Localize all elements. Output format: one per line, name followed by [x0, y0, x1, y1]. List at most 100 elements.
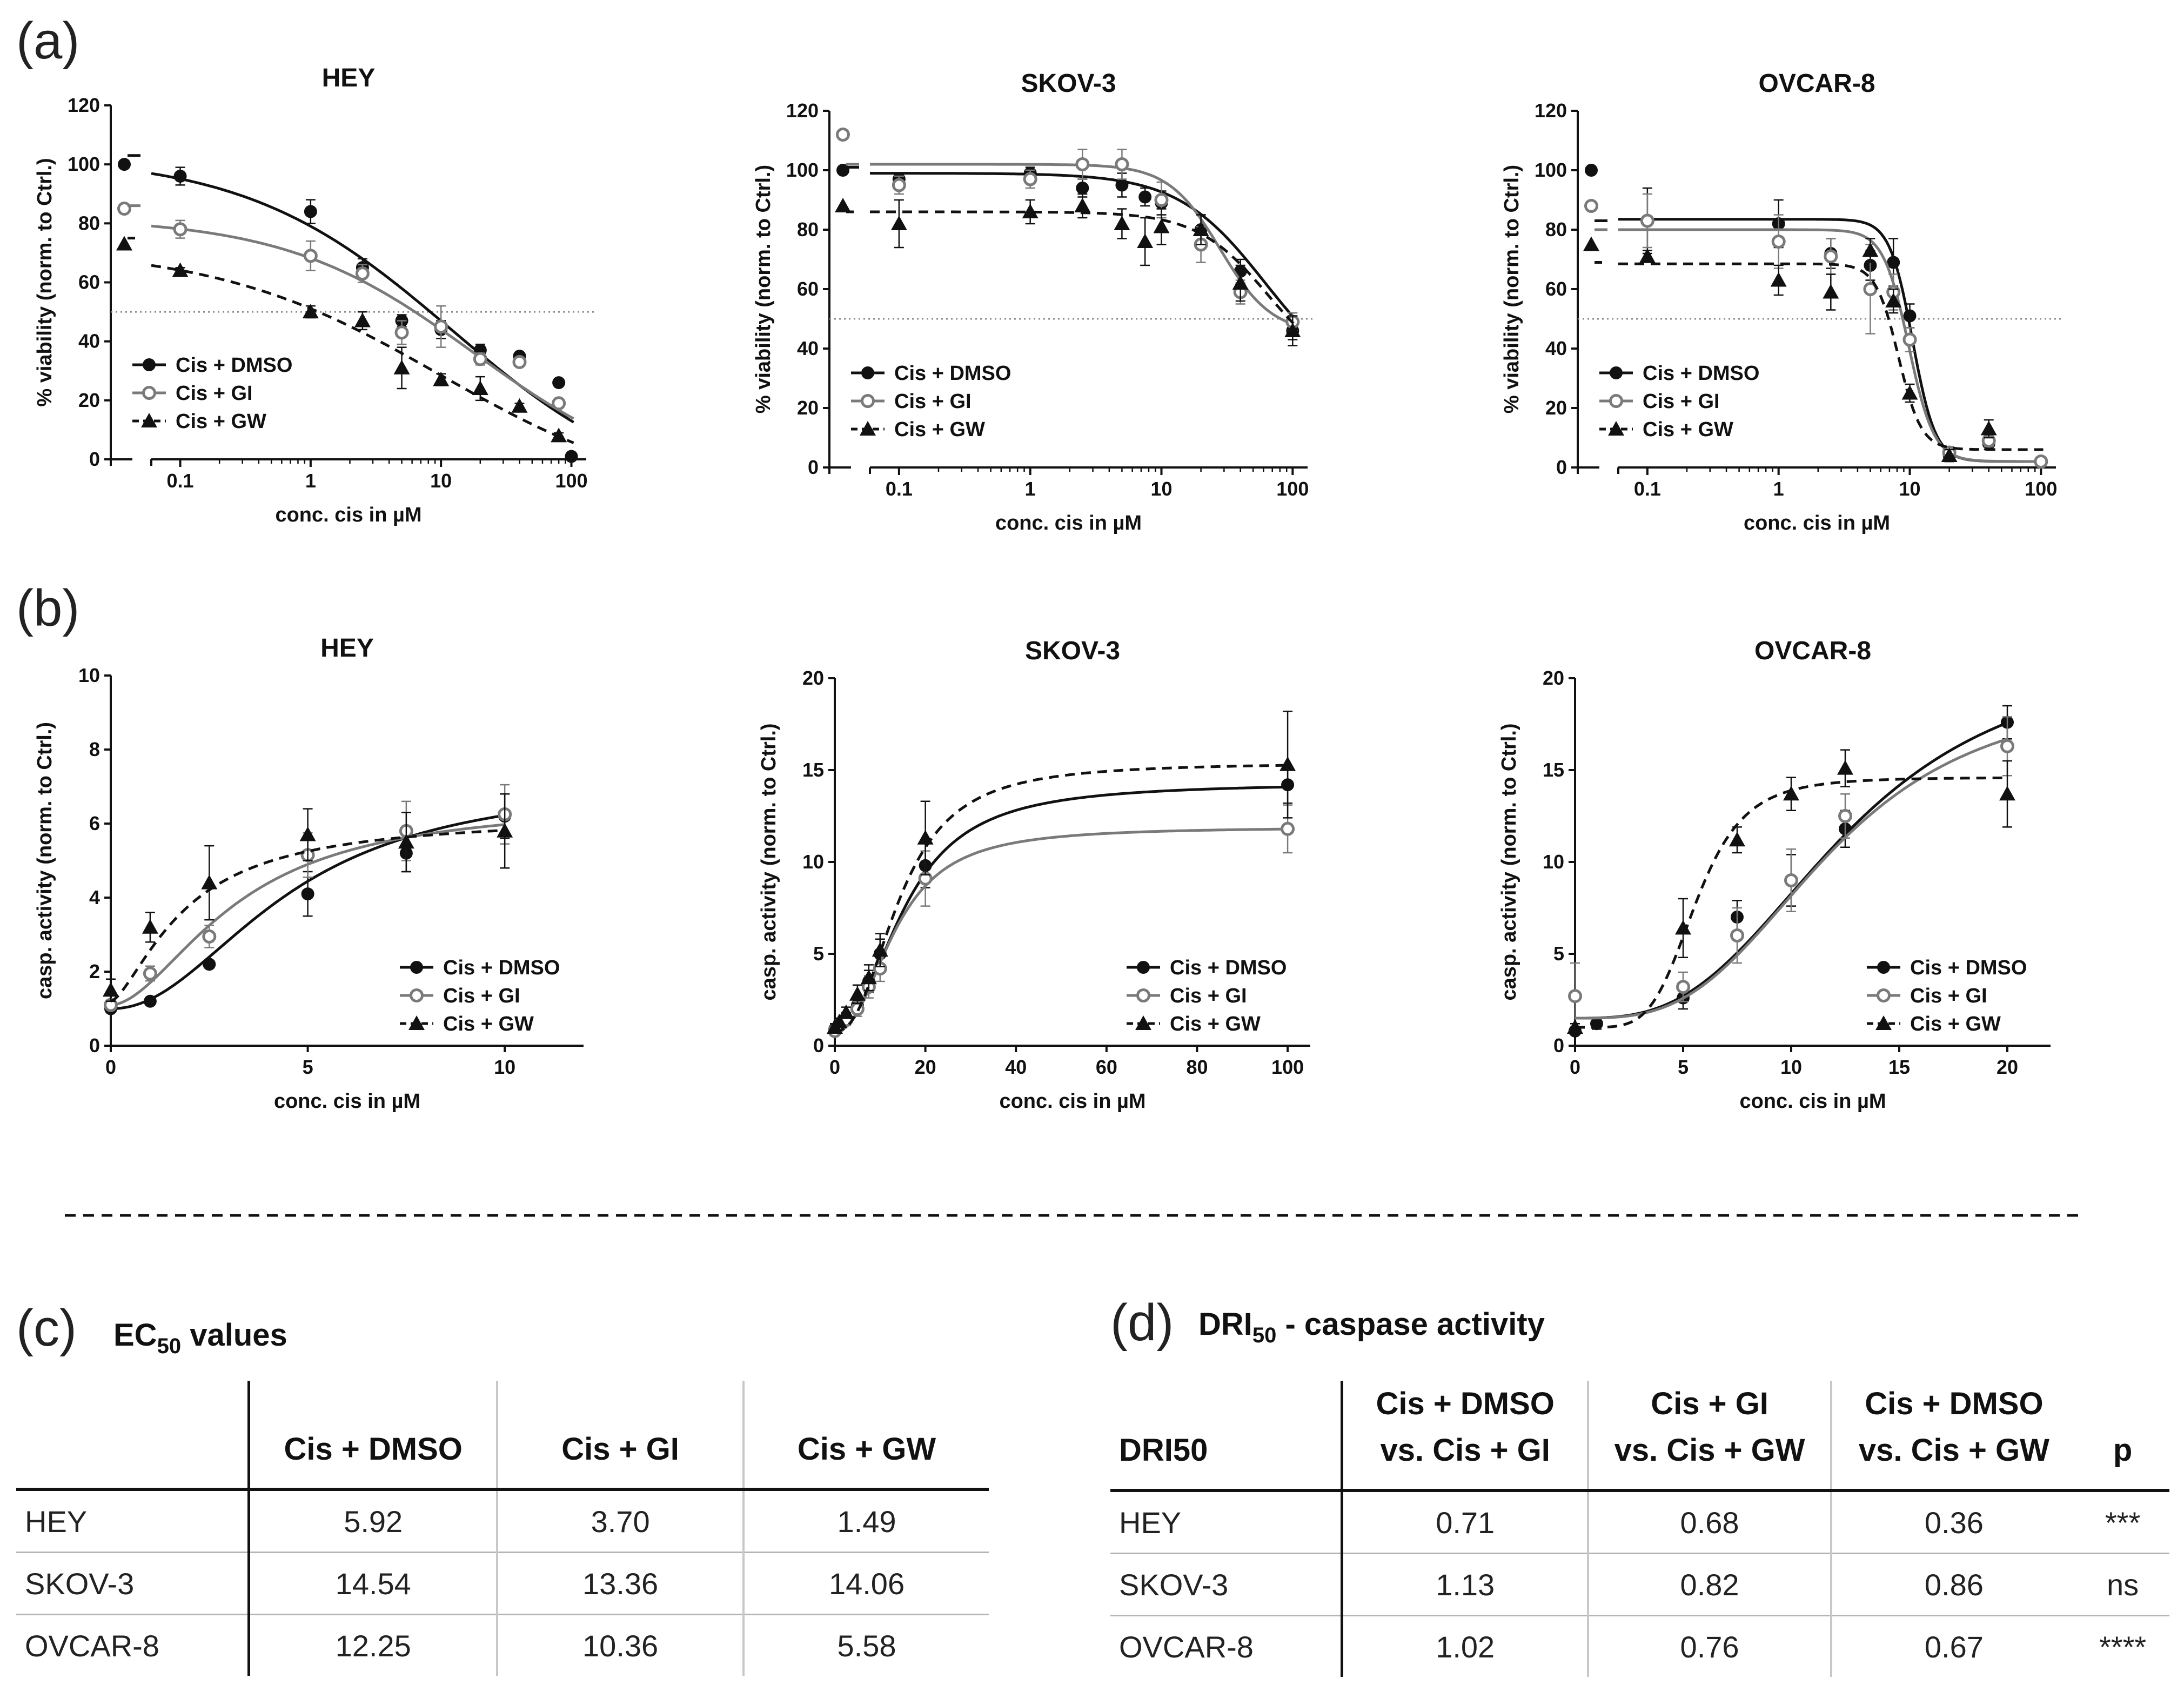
legend-label: Cis + DMSO — [1170, 957, 1287, 979]
chart-a-ovcar-8: OVCAR-8 0 20 40 60 80 100 120 % viability (norm.… — [1500, 69, 2064, 534]
x-tick-label: 10 — [1150, 478, 1172, 500]
data-point — [2000, 739, 2014, 753]
chart-b-hey: HEY 0 2 4 6 8 10 casp. activity (norm. to Ctrl.… — [34, 634, 584, 1113]
legend-marker — [1137, 961, 1150, 974]
table-cell: 1.02 — [1340, 1615, 1589, 1677]
data-point — [1074, 198, 1091, 212]
y-tick-label: 80 — [797, 218, 819, 240]
legend-marker — [1608, 421, 1624, 436]
ec50-col-header: Cis + GW — [742, 1381, 989, 1491]
data-point — [433, 371, 450, 386]
control-point — [835, 198, 851, 212]
data-point — [1823, 284, 1839, 299]
legend-label: Cis + GI — [176, 382, 253, 405]
x-tick-label: 5 — [303, 1056, 313, 1078]
data-point — [1193, 222, 1209, 236]
legend-marker — [410, 988, 424, 1002]
series-cis-gw — [835, 193, 1301, 346]
table-cell: 0.86 — [1830, 1553, 2076, 1616]
row-label: HEY — [25, 1504, 88, 1539]
x-tick-label: 100 — [555, 470, 587, 492]
legend-marker — [1877, 961, 1890, 974]
legend-label: Cis + DMSO — [1910, 957, 2027, 979]
p-value-cell: ns — [2076, 1553, 2169, 1616]
panel-label-a: (a) — [16, 12, 79, 70]
data-point — [1281, 821, 1295, 836]
data-point — [398, 834, 414, 849]
legend-marker — [860, 421, 876, 436]
chart-b-skov-3: SKOV-3 0 5 10 15 20 casp. activity (norm. to C… — [758, 637, 1310, 1113]
table-cell: 12.25 — [247, 1614, 498, 1676]
data-point — [301, 887, 314, 901]
data-point — [143, 966, 157, 981]
y-tick-label: 100 — [1535, 159, 1567, 181]
data-point — [1115, 157, 1129, 171]
data-point — [1076, 182, 1089, 195]
x-tick-label: 100 — [1276, 478, 1309, 500]
chart-title: OVCAR-8 — [1754, 637, 1871, 665]
panel-label-d: (d) — [1110, 1294, 1174, 1352]
control-point — [117, 202, 131, 216]
ec50-col-header: Cis + DMSO — [247, 1381, 498, 1491]
x-axis-label: conc. cis in µM — [275, 504, 421, 526]
chart-b-ovcar-8: OVCAR-8 0 5 10 15 20 casp. activity (norm. to … — [1498, 637, 2051, 1113]
legend-label: Cis + GW — [443, 1013, 534, 1035]
data-point — [1824, 249, 1838, 264]
table-cell: 14.54 — [247, 1552, 498, 1615]
data-point — [1284, 323, 1301, 337]
p-value-cell: *** — [2105, 1505, 2141, 1540]
y-axis-label: casp. activity (norm. to Ctrl.) — [34, 722, 56, 999]
legend-label: Cis + DMSO — [1643, 362, 1759, 385]
data-point — [1137, 233, 1154, 248]
legend-label: Cis + GI — [443, 985, 520, 1007]
data-point — [1232, 275, 1249, 290]
x-tick-label: 60 — [1096, 1056, 1117, 1078]
legend-marker — [1610, 366, 1623, 379]
table-cell: 0.67 — [1830, 1615, 2076, 1677]
series-cis-dmso — [836, 164, 1299, 340]
data-point — [304, 205, 317, 218]
data-point — [497, 823, 513, 838]
data-point — [917, 830, 934, 845]
control-point — [836, 164, 849, 177]
data-point — [552, 376, 566, 390]
data-point — [1115, 178, 1129, 192]
data-point — [1885, 293, 1902, 307]
legend-item: Cis + GI — [132, 382, 253, 405]
data-point — [1675, 920, 1691, 935]
ec50-table: Cis + DMSO Cis + GI Cis + GW HEY 5.92 3.… — [16, 1381, 989, 1676]
y-axis-label: casp. activity (norm. to Ctrl.) — [1498, 723, 1520, 1000]
x-tick-label: 0 — [829, 1056, 840, 1078]
table-cell: 0.76 — [1587, 1615, 1831, 1677]
table-row: SKOV-3 1.13 0.82 0.86 ns — [1110, 1553, 2169, 1616]
data-point — [434, 319, 448, 334]
data-point — [1729, 832, 1745, 847]
data-point — [1640, 213, 1654, 228]
data-point — [173, 222, 187, 237]
x-axis-label: conc. cis in µM — [999, 1090, 1145, 1113]
legend-item: Cis + DMSO — [132, 354, 292, 377]
x-tick-label: 0 — [1570, 1056, 1580, 1078]
legend-item: Cis + GW — [851, 418, 985, 441]
x-tick-label: 0 — [105, 1056, 116, 1078]
data-point — [565, 450, 578, 463]
x-axis-label: conc. cis in µM — [995, 512, 1142, 534]
legend-marker — [1609, 394, 1623, 408]
x-tick-label: 0.1 — [1634, 478, 1661, 500]
y-axis-label: % viability (norm. to Ctrl.) — [1500, 165, 1523, 413]
data-point — [1999, 786, 2015, 801]
table-cell: 0.71 — [1340, 1490, 1589, 1554]
chart-a-hey: HEY 0 20 40 60 80 100 120 % viability (norm. to … — [34, 64, 594, 526]
data-point — [143, 994, 157, 1008]
dri50-table: DRI50 Cis + DMSO vs. Cis + GI Cis + GI vs.… — [1110, 1381, 2169, 1677]
table-cell: 5.58 — [742, 1614, 989, 1676]
data-point — [1023, 172, 1037, 186]
y-tick-label: 40 — [797, 337, 819, 359]
data-point — [203, 958, 216, 971]
legend-label: Cis + DMSO — [443, 957, 560, 979]
data-point — [1676, 980, 1690, 994]
x-tick-label: 20 — [1997, 1056, 2018, 1078]
data-point — [172, 262, 189, 277]
x-tick-label: 1 — [1025, 478, 1036, 500]
control-point — [1585, 164, 1598, 177]
